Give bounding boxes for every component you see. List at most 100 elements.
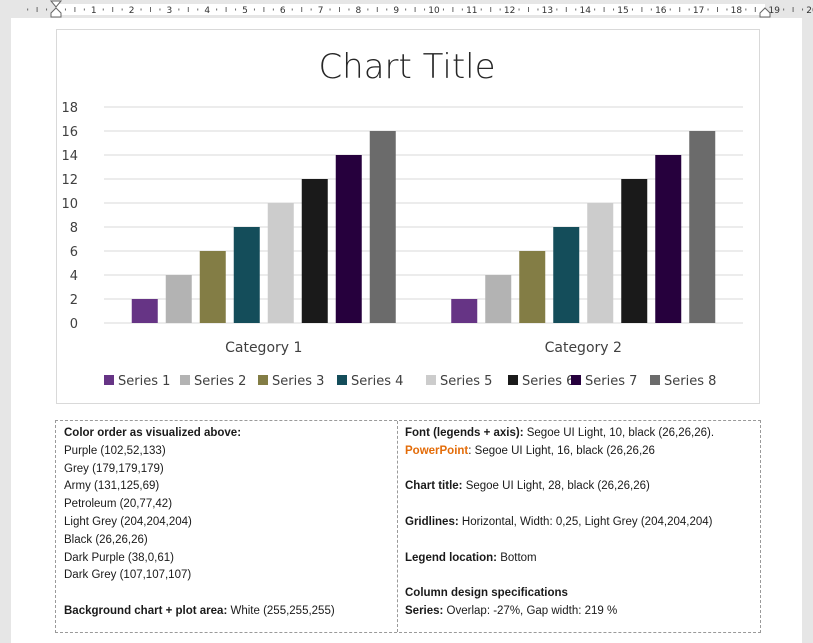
legend-entry[interactable]: Series 1 [118,374,170,389]
bar[interactable] [165,275,192,323]
y-tick-label: 12 [61,173,78,188]
ruler-number: 12 [504,6,515,16]
font-specs-cell[interactable]: Font (legends + axis): Segoe UI Light, 1… [405,425,755,621]
bar-chart: Chart Title 0 2 4 6 8 10 12 14 16 18 Category 1 Cate… [61,47,743,389]
ruler-number: 5 [242,6,248,16]
legend-entry[interactable]: Series 5 [440,374,492,389]
chart-title[interactable]: Chart Title [318,47,495,87]
legend-swatch [258,375,268,385]
bar[interactable] [655,155,682,323]
bar[interactable] [267,203,294,323]
legend-location-value: Bottom [497,551,537,564]
ruler-number: 2 [129,6,135,16]
y-tick-label: 18 [61,101,78,116]
y-tick-label: 16 [61,125,78,140]
specs-table: Color order as visualized above: Purple … [55,420,761,633]
ruler-number: 1 [91,6,97,16]
series-label: Series: [405,604,444,617]
powerpoint-spec: PowerPoint: Segoe UI Light, 16, black (2… [405,443,755,461]
bar[interactable] [233,227,260,323]
ruler-number: 6 [280,6,286,16]
legend-entry[interactable]: Series 8 [664,374,716,389]
left-indent-marker[interactable] [50,7,62,18]
bar[interactable] [553,227,580,323]
font-value: Segoe UI Light, 10, black (26,26,26). [523,427,715,439]
legend-swatch [337,375,347,385]
color-order-cell[interactable]: Color order as visualized above: Purple … [64,425,394,621]
ruler-number: 3 [167,6,173,16]
gridlines-label: Gridlines: [405,515,459,528]
document-page: Chart Title 0 2 4 6 8 10 12 14 16 18 Category 1 Cate… [11,18,802,643]
color-order-heading: Color order as visualized above: [64,427,242,439]
color-entry: Dark Grey (107,107,107) [64,569,192,582]
legend-entry[interactable]: Series 3 [272,374,324,389]
font-spec: Font (legends + axis): Segoe UI Light, 1… [405,425,755,443]
ruler-number: 11 [466,6,477,16]
background-spec: Background chart + plot area: White (255… [64,603,394,621]
first-line-indent-marker[interactable] [49,0,63,8]
ruler-number: 9 [393,6,399,16]
bar[interactable] [519,251,546,323]
ruler-number: 20 [806,6,813,16]
ruler-number: 4 [204,6,210,16]
legend-entry[interactable]: Series 6 [522,374,574,389]
bar[interactable] [689,131,716,323]
ruler-page-area [56,4,765,15]
ruler-number: 15 [617,6,628,16]
chart-object[interactable]: Chart Title 0 2 4 6 8 10 12 14 16 18 Category 1 Cate… [56,29,760,404]
legend-location-spec: Legend location: Bottom [405,550,755,568]
legend-swatch [104,375,114,385]
legend-entry[interactable]: Series 4 [351,374,403,389]
background-value: White (255,255,255) [227,604,335,617]
legend-entry[interactable]: Series 7 [585,374,637,389]
bar[interactable] [199,251,226,323]
chart-title-label: Chart title: [405,480,463,493]
bar[interactable] [621,179,648,323]
y-tick-label: 10 [61,197,78,212]
ruler-number: 19 [768,6,780,16]
chart-title-spec: Chart title: Segoe UI Light, 28, black (… [405,478,755,496]
legend-swatch [650,375,660,385]
legend-swatch [426,375,436,385]
bar[interactable] [369,131,396,323]
bar[interactable] [131,299,158,323]
legend-swatch [508,375,518,385]
color-entry: Petroleum (20,77,42) [64,498,173,511]
y-tick-label: 6 [70,245,78,260]
column-design-heading: Column design specifications [405,587,568,600]
table-column-divider [397,421,398,632]
series-spec: Series: Overlap: -27%, Gap width: 219 % [405,603,755,621]
background-label: Background chart + plot area: [64,604,228,617]
gridlines-value: Horizontal, Width: 0,25, Light Grey (204… [458,515,713,528]
right-indent-marker[interactable] [759,7,771,18]
bar[interactable] [485,275,512,323]
y-tick-label: 2 [70,293,78,308]
color-list: Purple (102,52,133) Grey (179,179,179) Arm… [64,443,394,585]
y-tick-label: 4 [70,269,78,284]
category-label: Category 1 [225,340,302,356]
horizontal-ruler[interactable]: 1234567891011121314151617181920 [0,0,813,18]
chart-title-value: Segoe UI Light, 28, black (26,26,26) [462,480,650,493]
ruler-number: 13 [542,6,553,16]
ruler-number: 17 [693,6,704,16]
ruler-number: 8 [356,6,362,16]
ruler-number: 16 [655,6,667,16]
bar[interactable] [301,179,328,323]
series-value: Overlap: -27%, Gap width: 219 % [443,604,618,617]
ruler-scale: 1234567891011121314151617181920 [27,0,813,18]
y-tick-label: 8 [70,221,78,236]
legend-entry[interactable]: Series 2 [194,374,246,389]
ruler-number: 7 [318,6,324,16]
ruler-number: 10 [428,6,440,16]
bar[interactable] [335,155,362,323]
powerpoint-label: PowerPoint [405,444,469,457]
y-tick-label: 0 [70,317,78,332]
bar[interactable] [451,299,478,323]
color-entry: Light Grey (204,204,204) [64,515,192,528]
ruler-number: 18 [731,6,743,16]
y-tick-label: 14 [61,149,78,164]
bar[interactable] [587,203,614,323]
color-entry: Dark Purple (38,0,61) [64,551,174,564]
ruler-number: 14 [579,6,591,16]
color-entry: Black (26,26,26) [64,533,148,546]
